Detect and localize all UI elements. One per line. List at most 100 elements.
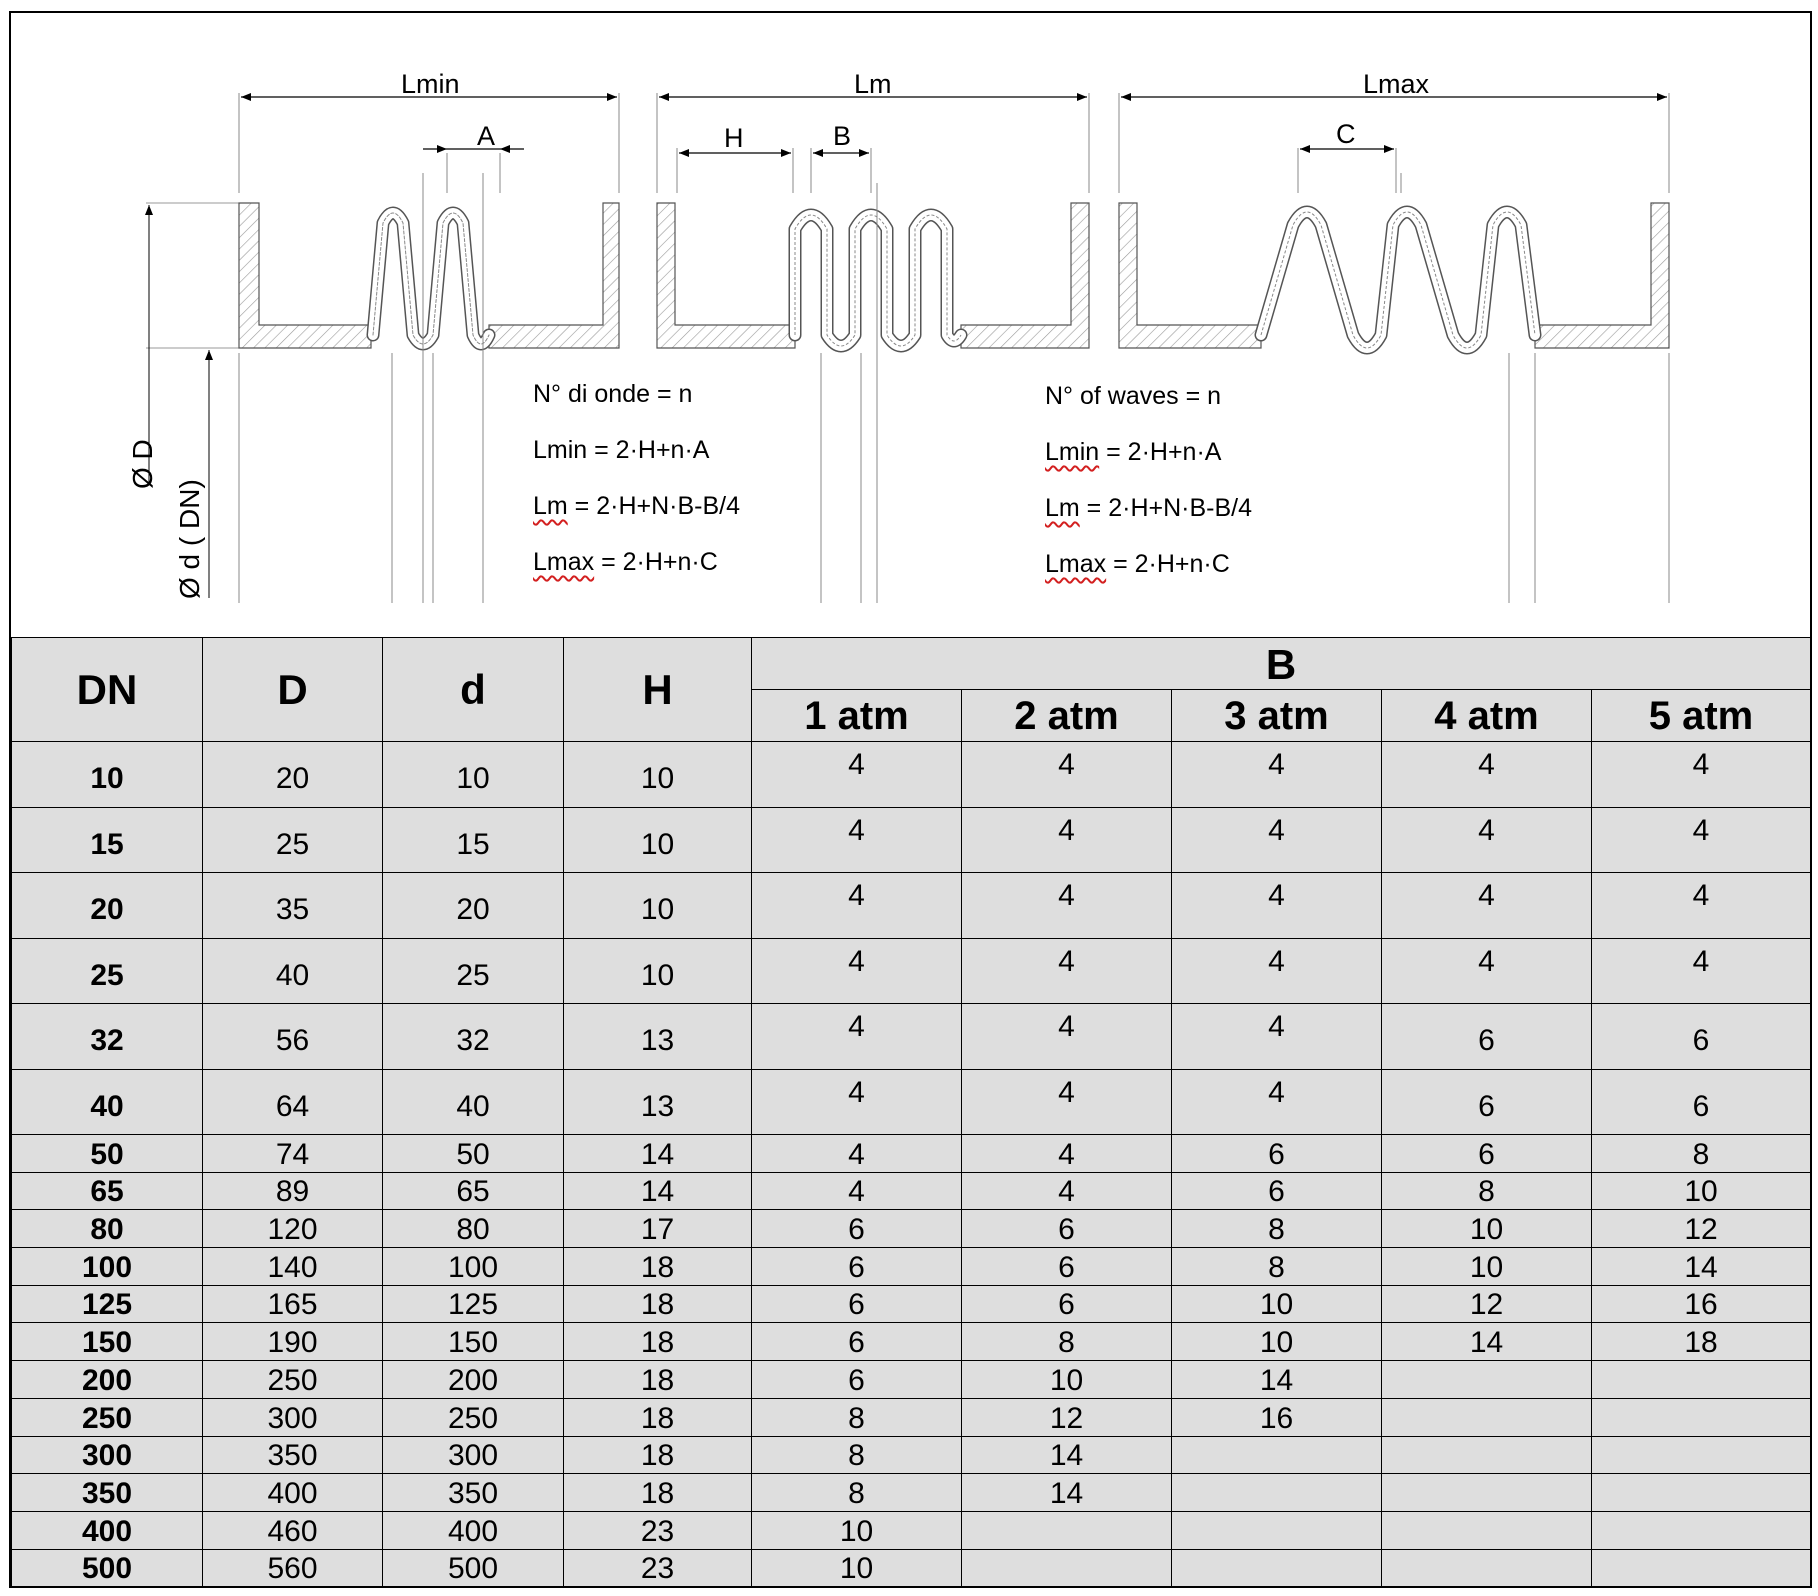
cell-b-2-atm: 14	[961, 1435, 1172, 1475]
cell-outer-d: 460	[202, 1510, 383, 1550]
cell-b-2-atm: 14	[961, 1473, 1172, 1512]
table-row: 100 140 100 18 6 6 8 10 14	[11, 1247, 1810, 1286]
cell-b-5-atm: 4	[1590, 741, 1810, 808]
inner-diameter-label: Ø d ( DN)	[174, 479, 205, 599]
cell-inner-d: 500	[382, 1548, 564, 1586]
cell-b-2-atm: 4	[961, 741, 1172, 808]
cell-outer-d: 35	[202, 872, 383, 939]
formula-it-lm-expr: = 2·H+N·B-B/4	[567, 492, 741, 520]
cell-h: 18	[563, 1397, 752, 1437]
cell-b-5-atm	[1590, 1548, 1810, 1586]
cell-b-5-atm	[1590, 1473, 1810, 1512]
cell-b-3-atm: 6	[1171, 1171, 1382, 1211]
cell-outer-d: 120	[202, 1209, 383, 1249]
header-2-atm: 2 atm	[961, 689, 1172, 742]
table-header-row: DN D d H B	[11, 637, 1810, 742]
table-subheader-row: 1 atm 2 atm 3 atm 4 atm 5 atm	[12, 689, 1810, 742]
cell-b-2-atm: 6	[961, 1209, 1172, 1249]
header-1-atm: 1 atm	[751, 689, 962, 742]
table-row: 40 64 40 13 4 4 4 6 6	[11, 1068, 1810, 1135]
table-row: 200 250 200 18 6 10 14	[11, 1360, 1810, 1399]
cell-dn: 500	[11, 1548, 203, 1586]
table-row: 300 350 300 18 8 14	[11, 1435, 1810, 1475]
bellows-profile-svg	[145, 93, 1670, 603]
cell-b-2-atm: 4	[961, 1134, 1172, 1173]
cell-b-2-atm: 4	[961, 806, 1172, 873]
cell-b-4-atm: 10	[1381, 1209, 1592, 1249]
cell-dn: 100	[11, 1247, 203, 1286]
cell-outer-d: 400	[202, 1473, 383, 1512]
cell-b-3-atm: 4	[1171, 1003, 1382, 1070]
lmax-profile	[1118, 93, 1670, 603]
cell-inner-d: 100	[382, 1247, 564, 1286]
cell-h: 14	[563, 1134, 752, 1173]
cell-b-4-atm: 14	[1381, 1322, 1592, 1362]
cell-b-3-atm: 4	[1171, 872, 1382, 939]
cell-dn: 50	[11, 1134, 203, 1173]
cell-b-5-atm: 10	[1590, 1171, 1810, 1211]
cell-b-5-atm: 18	[1590, 1322, 1810, 1362]
formula-en-lmin-expr: = 2·H+n·A	[1099, 438, 1222, 466]
cell-b-5-atm: 4	[1590, 806, 1810, 873]
cell-dn: 65	[11, 1171, 203, 1211]
cell-outer-d: 140	[202, 1247, 383, 1286]
lmin-profile	[238, 93, 620, 603]
cell-b-3-atm	[1171, 1548, 1382, 1586]
header-b-group: B	[750, 637, 1810, 690]
cell-b-2-atm: 6	[961, 1247, 1172, 1286]
table-row: 80 120 80 17 6 6 8 10 12	[11, 1209, 1810, 1249]
table-row: 50 74 50 14 4 4 6 6 8	[11, 1134, 1810, 1173]
outer-diameter-label: Ø D	[127, 439, 158, 489]
cell-b-3-atm: 8	[1171, 1247, 1382, 1286]
table-row: 15 25 15 10 4 4 4 4 4	[11, 806, 1810, 873]
table-row: 32 56 32 13 4 4 4 6 6	[11, 1003, 1810, 1070]
formula-en-lmax-name: Lmax	[1045, 550, 1107, 578]
cell-b-4-atm: 4	[1381, 741, 1592, 808]
cell-outer-d: 20	[202, 741, 383, 808]
header-inner-d: d	[382, 637, 564, 742]
cell-b-4-atm	[1381, 1548, 1592, 1586]
cell-h: 14	[563, 1171, 752, 1211]
cell-b-5-atm	[1590, 1510, 1810, 1550]
cell-b-2-atm	[961, 1548, 1172, 1586]
cell-inner-d: 40	[382, 1068, 564, 1135]
cell-dn: 200	[11, 1360, 203, 1399]
cell-b-1-atm: 4	[751, 1068, 962, 1135]
cell-b-2-atm	[961, 1510, 1172, 1550]
cell-outer-d: 250	[202, 1360, 383, 1399]
cell-b-4-atm: 8	[1381, 1171, 1592, 1211]
cell-h: 13	[563, 1068, 752, 1135]
cell-dn: 20	[11, 872, 203, 939]
cell-b-2-atm: 4	[961, 1171, 1172, 1211]
table-row: 65 89 65 14 4 4 6 8 10	[11, 1171, 1810, 1211]
formula-it-lmin-name: Lmin	[533, 436, 588, 464]
cell-b-5-atm: 6	[1590, 1003, 1810, 1070]
cell-h: 10	[563, 741, 752, 808]
cell-b-1-atm: 10	[751, 1510, 962, 1550]
cell-b-2-atm: 4	[961, 937, 1172, 1004]
cell-b-1-atm: 10	[751, 1548, 962, 1586]
cell-dn: 350	[11, 1473, 203, 1512]
a-label: A	[477, 121, 496, 151]
cell-inner-d: 80	[382, 1209, 564, 1249]
header-h: H	[563, 637, 752, 742]
dimensions-table: DN D d H B 1 atm 2 atm 3 atm 4 atm 5 atm…	[11, 637, 1810, 1586]
cell-b-5-atm	[1590, 1435, 1810, 1475]
cell-h: 10	[563, 806, 752, 873]
cell-h: 23	[563, 1510, 752, 1550]
cell-b-1-atm: 6	[751, 1284, 962, 1324]
table-row: 250 300 250 18 8 12 16	[11, 1397, 1810, 1437]
cell-b-4-atm	[1381, 1435, 1592, 1475]
cell-b-3-atm	[1171, 1435, 1382, 1475]
cell-inner-d: 15	[382, 806, 564, 873]
cell-dn: 25	[11, 937, 203, 1004]
cell-inner-d: 25	[382, 937, 564, 1004]
formula-en-lm-name: Lm	[1045, 494, 1080, 522]
cell-outer-d: 300	[202, 1397, 383, 1437]
formula-it-waves: N° di onde = n	[533, 380, 693, 408]
c-label: C	[1336, 119, 1356, 149]
cell-b-3-atm: 14	[1171, 1360, 1382, 1399]
cell-b-1-atm: 4	[751, 937, 962, 1004]
header-dn: DN	[11, 637, 203, 742]
lm-label: Lm	[854, 69, 892, 99]
